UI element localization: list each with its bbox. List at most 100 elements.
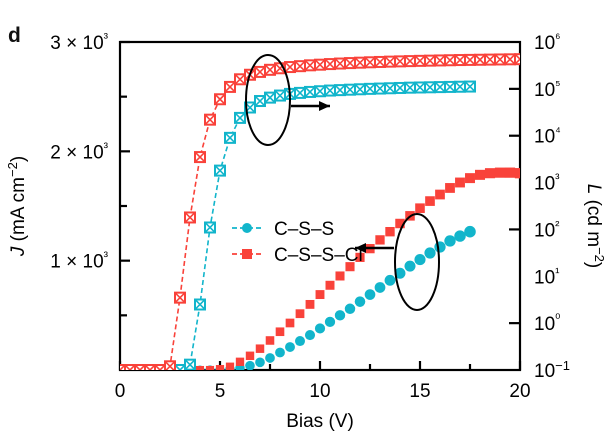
- marker-cross-b: [404, 55, 416, 67]
- x-tick-label: 5: [215, 381, 226, 402]
- marker-cross-b: [314, 59, 326, 71]
- data-point-crossed-square: [174, 291, 186, 304]
- data-point-crossed-square: [304, 59, 316, 72]
- marker-cross-b: [384, 82, 396, 94]
- data-point-crossed-square: [384, 55, 396, 68]
- marker-cross-b: [184, 211, 196, 224]
- data-point-crossed-square: [144, 364, 156, 370]
- marker-cross-b: [344, 57, 356, 69]
- marker-cross-b: [304, 59, 316, 71]
- data-point-circle: [424, 247, 436, 259]
- data-point-crossed-square: [354, 56, 366, 69]
- marker-box: [144, 364, 156, 370]
- data-point-crossed-square: [324, 58, 336, 71]
- current-density-group-callout-ellipse: [394, 213, 440, 311]
- marker-cross-b: [464, 80, 476, 93]
- legend-marker-square: [242, 249, 252, 259]
- data-point-crossed-square: [224, 80, 236, 93]
- marker-cross-b: [165, 360, 176, 370]
- series-crossed-square: [120, 53, 520, 370]
- marker-cross-b: [174, 292, 186, 304]
- data-point-square: [415, 203, 425, 213]
- data-point-crossed-square: [314, 58, 326, 71]
- x-axis-label: Bias (V): [286, 411, 354, 432]
- marker-cross-b: [374, 82, 386, 95]
- legend-label: C–S–S–Cl: [274, 245, 363, 266]
- marker-cross-b: [264, 92, 276, 104]
- marker-cross-b: [484, 54, 496, 66]
- data-point-crossed-square: [234, 111, 246, 124]
- x-tick-label: 15: [409, 381, 430, 402]
- marker-cross-b: [294, 60, 306, 72]
- marker-cross-b: [374, 56, 386, 68]
- marker-cross-b: [264, 64, 276, 76]
- data-point-circle: [285, 342, 295, 353]
- y2-tick-label: 10³: [534, 170, 560, 195]
- data-point-crossed-square: [284, 61, 296, 74]
- marker-cross-b: [364, 83, 376, 95]
- y2-tick-label: 10²: [534, 217, 560, 242]
- marker-cross-b: [324, 58, 336, 70]
- data-point-square: [395, 218, 405, 229]
- data-point-crossed-square: [214, 164, 226, 177]
- legend-entry[interactable]: C–S–S: [232, 219, 334, 240]
- marker-cross-a: [174, 364, 182, 370]
- marker-cross-b: [344, 84, 356, 96]
- marker-box: [154, 364, 166, 370]
- data-point-crossed-square: [354, 83, 366, 96]
- data-point-square: [195, 365, 205, 370]
- data-point-crossed-square: [504, 53, 516, 66]
- marker-cross-b: [464, 54, 476, 66]
- y-tick-label: 1 × 10³: [50, 248, 108, 273]
- data-point-crossed-square: [464, 80, 476, 93]
- data-point-crossed-square: [304, 85, 316, 98]
- data-point-square: [285, 318, 295, 328]
- data-point-crossed-square: [514, 53, 520, 66]
- luminance-callout-arrow-head: [319, 101, 330, 111]
- data-point-circle: [404, 260, 416, 272]
- data-point-crossed-square: [374, 55, 386, 68]
- marker-box: [514, 53, 520, 66]
- y-tick-label: 2 × 10³: [50, 139, 108, 164]
- legend-entry[interactable]: C–S–S–Cl: [232, 245, 363, 266]
- data-point-crossed-square: [120, 364, 126, 370]
- data-point-square: [215, 365, 225, 370]
- marker-cross-b: [414, 55, 426, 67]
- data-point-crossed-square: [424, 81, 436, 94]
- data-point-circle: [294, 336, 306, 347]
- marker-cross-b: [444, 54, 456, 66]
- marker-cross-b: [194, 151, 206, 163]
- y2-tick-label: 10⁶: [534, 30, 561, 55]
- data-point-crossed-square: [444, 54, 456, 67]
- marker-cross-b: [304, 86, 316, 98]
- series-filled-square: [120, 167, 520, 370]
- data-point-crossed-square: [294, 60, 306, 73]
- marker-cross-b: [214, 93, 226, 105]
- data-point-crossed-square: [474, 53, 486, 66]
- data-point-square: [455, 177, 465, 188]
- data-point-crossed-square: [224, 131, 236, 144]
- data-point-square: [275, 327, 285, 337]
- data-point-crossed-square: [334, 84, 346, 97]
- series-crossed-square: [120, 80, 476, 370]
- marker-cross-b: [158, 364, 166, 370]
- marker-cross-b: [324, 84, 336, 97]
- data-point-crossed-square: [254, 95, 266, 108]
- data-point-square: [255, 344, 265, 353]
- data-point-crossed-square: [444, 80, 456, 93]
- data-point-crossed-square: [434, 54, 446, 67]
- marker-cross-b: [204, 221, 216, 234]
- data-point-circle: [324, 316, 336, 328]
- marker-cross-b: [284, 61, 296, 73]
- data-point-circle: [384, 274, 396, 286]
- data-point-crossed-square: [334, 57, 346, 70]
- marker-cross-b: [394, 55, 406, 67]
- data-point-crossed-square: [414, 81, 426, 94]
- marker-cross-b: [474, 54, 486, 66]
- data-point-circle: [275, 347, 285, 358]
- data-point-crossed-square: [294, 86, 306, 99]
- marker-cross-b: [334, 84, 346, 96]
- legend-label: C–S–S: [274, 219, 334, 240]
